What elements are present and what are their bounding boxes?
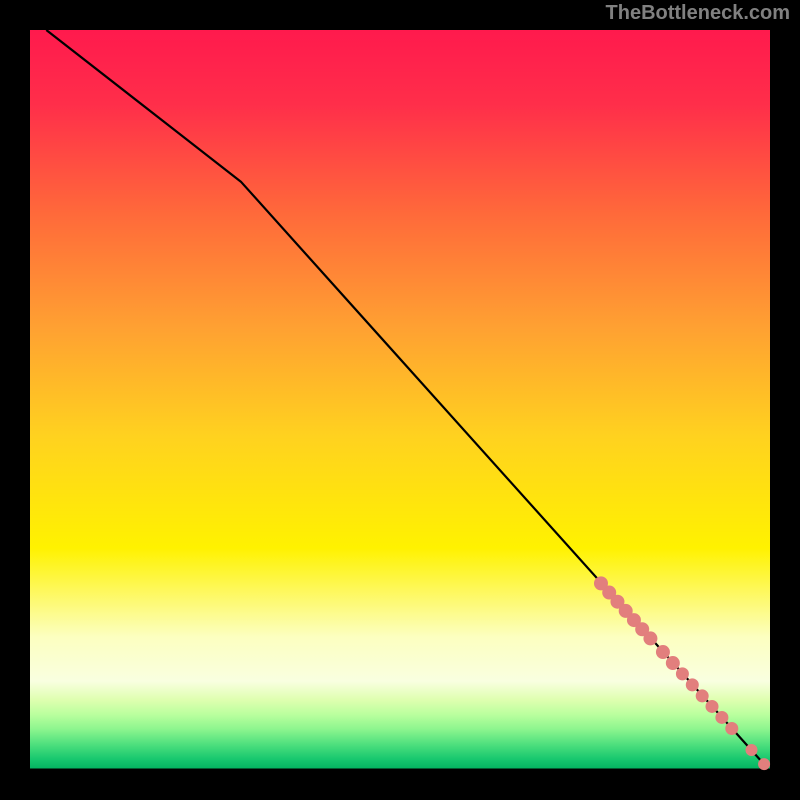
- chart-root: TheBottleneck.com: [0, 0, 800, 800]
- marker-dot: [676, 668, 688, 680]
- marker-dot: [644, 632, 657, 645]
- marker-dot: [656, 646, 669, 659]
- marker-dot: [746, 745, 757, 756]
- plot-gradient: [30, 30, 770, 770]
- marker-dot: [726, 722, 738, 734]
- chart-canvas: [0, 0, 800, 800]
- marker-dot: [716, 711, 728, 723]
- marker-dot: [696, 690, 708, 702]
- marker-dot: [666, 657, 679, 670]
- marker-dot: [706, 700, 718, 712]
- marker-dot: [759, 759, 770, 770]
- marker-dot: [686, 679, 698, 691]
- attribution-label: TheBottleneck.com: [606, 2, 790, 25]
